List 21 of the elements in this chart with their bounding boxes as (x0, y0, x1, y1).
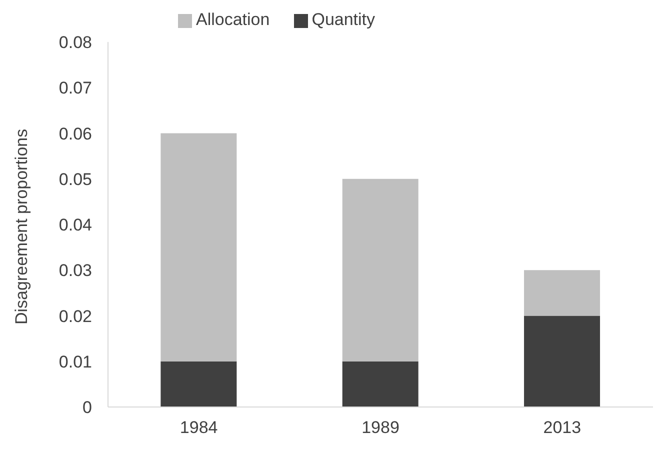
bar (342, 361, 418, 407)
y-tick-label: 0.02 (58, 306, 92, 326)
legend-label: Quantity (312, 10, 376, 29)
x-tick-label: 1984 (180, 418, 218, 438)
y-tick-label: 0.04 (58, 216, 92, 235)
y-tick-label: 0 (82, 398, 92, 418)
bar (524, 270, 600, 316)
x-tick-label: 2013 (543, 418, 582, 438)
y-tick-label: 0.01 (58, 352, 92, 372)
y-tick-label: 0.03 (58, 261, 92, 280)
y-tick-label: 0.06 (58, 124, 92, 144)
legend-label: Allocation (196, 10, 270, 29)
x-tick-label: 1989 (362, 418, 400, 438)
y-axis-title: Disagreement proportions (12, 128, 32, 324)
y-tick-label: 0.08 (58, 33, 92, 52)
y-tick-label: 0.05 (58, 170, 92, 189)
bar (160, 361, 237, 407)
bar (342, 178, 418, 362)
y-tick-label: 0.07 (58, 78, 92, 98)
bar (160, 133, 237, 362)
bar (524, 316, 600, 407)
